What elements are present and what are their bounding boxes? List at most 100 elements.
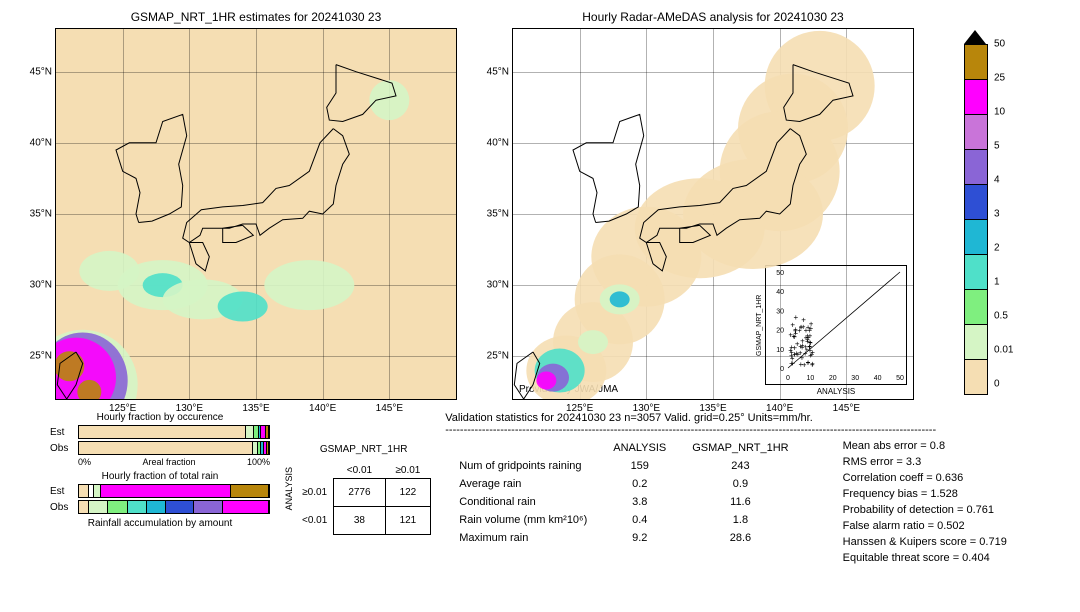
ytick-label: 30°N xyxy=(487,280,513,291)
axis-right: 100% xyxy=(247,457,270,467)
est-label-2: Est xyxy=(50,486,78,497)
top-row: GSMAP_NRT_1HR estimates for 20241030 23 … xyxy=(10,10,1070,400)
bar-segment xyxy=(166,501,194,513)
bar-segment xyxy=(223,501,270,513)
left-map-panel: GSMAP_NRT_1HR estimates for 20241030 23 … xyxy=(55,10,457,400)
svg-text:+: + xyxy=(789,343,794,352)
contingency-block: ANALYSIS GSMAP_NRT_1HR <0.01 ≥0.01 ≥0.01… xyxy=(284,412,431,566)
bar-segment xyxy=(266,426,269,438)
colorbar-tick: 0.5 xyxy=(986,311,1008,322)
ytick-label: 45°N xyxy=(487,66,513,77)
stats-cell: 0.2 xyxy=(601,476,678,492)
bar-segment xyxy=(267,442,269,454)
bar-segment xyxy=(231,485,269,497)
stats-divider: ----------------------------------------… xyxy=(445,424,1070,436)
axis-left: 0% xyxy=(78,457,91,467)
right-map-frame: Provided by JWA/JMA ++++++++++++++++++++… xyxy=(512,28,914,400)
est-label: Est xyxy=(50,427,78,438)
metric-line: Mean abs error = 0.8 xyxy=(843,438,1007,454)
colorbar-overflow-arrow xyxy=(964,30,986,44)
stats-cell: 11.6 xyxy=(680,494,800,510)
right-map-panel: Hourly Radar-AMeDAS analysis for 2024103… xyxy=(512,10,914,400)
occ-est-bar xyxy=(78,425,270,439)
svg-text:+: + xyxy=(805,335,810,344)
cont-col-1: ≥0.01 xyxy=(385,463,431,479)
xtick-label: 125°E xyxy=(109,399,136,414)
bar-segment xyxy=(101,485,231,497)
svg-text:+: + xyxy=(809,319,814,328)
stats-cell: 0.9 xyxy=(680,476,800,492)
right-map-title: Hourly Radar-AMeDAS analysis for 2024103… xyxy=(512,10,914,24)
metric-line: Hanssen & Kuipers score = 0.719 xyxy=(843,534,1007,550)
svg-text:+: + xyxy=(795,340,800,349)
stats-cell: 3.8 xyxy=(601,494,678,510)
xtick-label: 130°E xyxy=(176,399,203,414)
metric-line: Frequency bias = 1.528 xyxy=(843,486,1007,502)
colorbar-segment xyxy=(964,255,988,290)
ytick-label: 35°N xyxy=(30,209,56,220)
bar-segment xyxy=(89,501,108,513)
stats-left-col: ANALYSISGSMAP_NRT_1HR Num of gridpoints r… xyxy=(445,438,802,566)
bar-segment xyxy=(246,426,254,438)
colorbar-segment xyxy=(964,220,988,255)
cont-row-1: <0.01 xyxy=(296,506,334,534)
colorbar-tick: 50 xyxy=(986,39,1005,50)
ytick-label: 25°N xyxy=(30,351,56,362)
colorbar-segment xyxy=(964,44,988,80)
attribution-text: Provided by JWA/JMA xyxy=(519,384,618,395)
stats-right-col: Mean abs error = 0.8RMS error = 3.3Corre… xyxy=(843,438,1007,566)
colorbar-tick: 0.01 xyxy=(986,345,1013,356)
colorbar-segment xyxy=(964,185,988,220)
svg-text:+: + xyxy=(810,359,815,368)
stats-header: GSMAP_NRT_1HR xyxy=(680,440,800,456)
cont-row-0: ≥0.01 xyxy=(296,478,334,506)
svg-text:20: 20 xyxy=(829,375,837,382)
fraction-block: Hourly fraction by occurence Est Obs 0% … xyxy=(50,412,270,566)
metric-line: False alarm ratio = 0.502 xyxy=(843,518,1007,534)
left-map-frame: 125°E130°E135°E140°E145°E25°N30°N35°N40°… xyxy=(55,28,457,400)
stats-block: Validation statistics for 20241030 23 n=… xyxy=(445,412,1070,566)
colorbar-segment xyxy=(964,150,988,185)
colorbar-tick: 25 xyxy=(986,73,1005,84)
metric-line: RMS error = 3.3 xyxy=(843,454,1007,470)
colorbar-tick: 4 xyxy=(986,175,1000,186)
bar-segment xyxy=(108,501,127,513)
bar-segment xyxy=(79,442,253,454)
inset-ylabel: GSMAP_NRT_1HR xyxy=(756,266,763,384)
stats-cell: 1.8 xyxy=(680,512,800,528)
metric-line: Probability of detection = 0.761 xyxy=(843,502,1007,518)
rain-title: Hourly fraction of total rain xyxy=(50,471,270,482)
colorbar-tick: 0 xyxy=(986,379,1000,390)
ytick-label: 25°N xyxy=(487,351,513,362)
cont-cell-01: 122 xyxy=(385,478,431,506)
xtick-label: 130°E xyxy=(633,399,660,414)
colorbar-tick: 10 xyxy=(986,107,1005,118)
stats-cell: 9.2 xyxy=(601,530,678,546)
svg-text:0: 0 xyxy=(786,375,790,382)
stats-cell: Rain volume (mm km²10⁶) xyxy=(447,512,599,528)
svg-text:+: + xyxy=(799,323,804,332)
stats-cell: Conditional rain xyxy=(447,494,599,510)
svg-text:+: + xyxy=(793,326,798,335)
occ-obs-bar xyxy=(78,441,270,455)
xtick-label: 145°E xyxy=(833,399,860,414)
xtick-label: 135°E xyxy=(699,399,726,414)
stats-header xyxy=(447,440,599,456)
left-map-title: GSMAP_NRT_1HR estimates for 20241030 23 xyxy=(55,10,457,24)
colorbar-segment xyxy=(964,115,988,150)
cont-cell-10: 38 xyxy=(334,506,385,534)
colorbar-segment xyxy=(964,290,988,325)
stats-cell: Num of gridpoints raining xyxy=(447,458,599,474)
bar-segment xyxy=(128,501,147,513)
stats-cell: 159 xyxy=(601,458,678,474)
colorbar-segment xyxy=(964,80,988,115)
stats-header: ANALYSIS xyxy=(601,440,678,456)
inset-xlabel: ANALYSIS xyxy=(766,387,906,396)
ytick-label: 35°N xyxy=(487,209,513,220)
cont-cell-00: 2776 xyxy=(334,478,385,506)
bar-segment xyxy=(147,501,166,513)
colorbar-segment xyxy=(964,360,988,395)
rain-obs-bar xyxy=(78,500,270,514)
bar-segment xyxy=(79,501,89,513)
bar-segment xyxy=(79,485,89,497)
